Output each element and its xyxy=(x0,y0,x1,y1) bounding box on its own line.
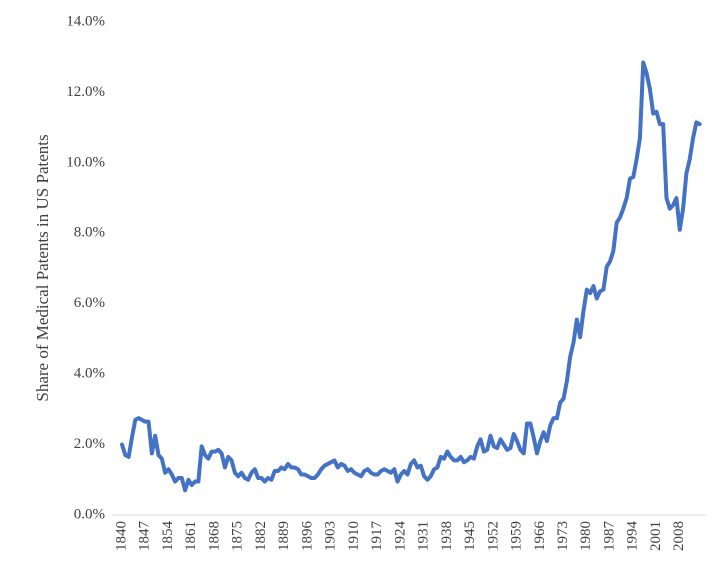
x-tick-label: 1840 xyxy=(113,521,129,551)
x-tick-label: 1987 xyxy=(601,521,617,552)
data-line xyxy=(120,60,702,493)
y-tick-label: 8.0% xyxy=(74,225,105,241)
x-tick-label: 2001 xyxy=(648,521,664,551)
x-tick-label: 1994 xyxy=(625,521,641,552)
y-tick-label: 6.0% xyxy=(74,295,105,311)
x-tick-label: 1896 xyxy=(299,521,315,552)
x-tick-label: 1882 xyxy=(253,521,269,551)
x-tick-label: 1903 xyxy=(323,521,339,551)
x-tick-label: 1917 xyxy=(369,521,385,552)
x-tick-label: 1889 xyxy=(276,521,292,551)
x-tick-label: 1861 xyxy=(183,521,199,551)
x-tick-label: 1924 xyxy=(392,521,408,552)
y-tick-label: 4.0% xyxy=(74,366,105,382)
y-axis-label: Share of Medical Patents in US Patents xyxy=(33,134,52,401)
x-tick-label: 1952 xyxy=(485,521,501,551)
x-tick-label: 1973 xyxy=(555,521,571,551)
x-tick-label: 1868 xyxy=(206,521,222,551)
x-tick-label: 1938 xyxy=(439,521,455,551)
x-tick-label: 1966 xyxy=(532,521,548,552)
x-tick-label: 1931 xyxy=(416,521,432,551)
x-tick-label: 1847 xyxy=(137,521,153,552)
y-tick-label: 2.0% xyxy=(74,436,105,452)
x-tick-label: 2008 xyxy=(671,521,687,551)
y-tick-label: 14.0% xyxy=(66,13,105,29)
x-tick-label: 1875 xyxy=(230,521,246,551)
x-tick-label: 1959 xyxy=(509,521,525,551)
y-tick-label: 0.0% xyxy=(74,506,105,522)
y-tick-label: 10.0% xyxy=(66,154,105,170)
y-tick-label: 12.0% xyxy=(66,84,105,100)
x-tick-label: 1945 xyxy=(462,521,478,551)
x-tick-label: 1910 xyxy=(346,521,362,551)
x-tick-label: 1980 xyxy=(578,521,594,551)
x-tick-label: 1854 xyxy=(160,521,176,552)
